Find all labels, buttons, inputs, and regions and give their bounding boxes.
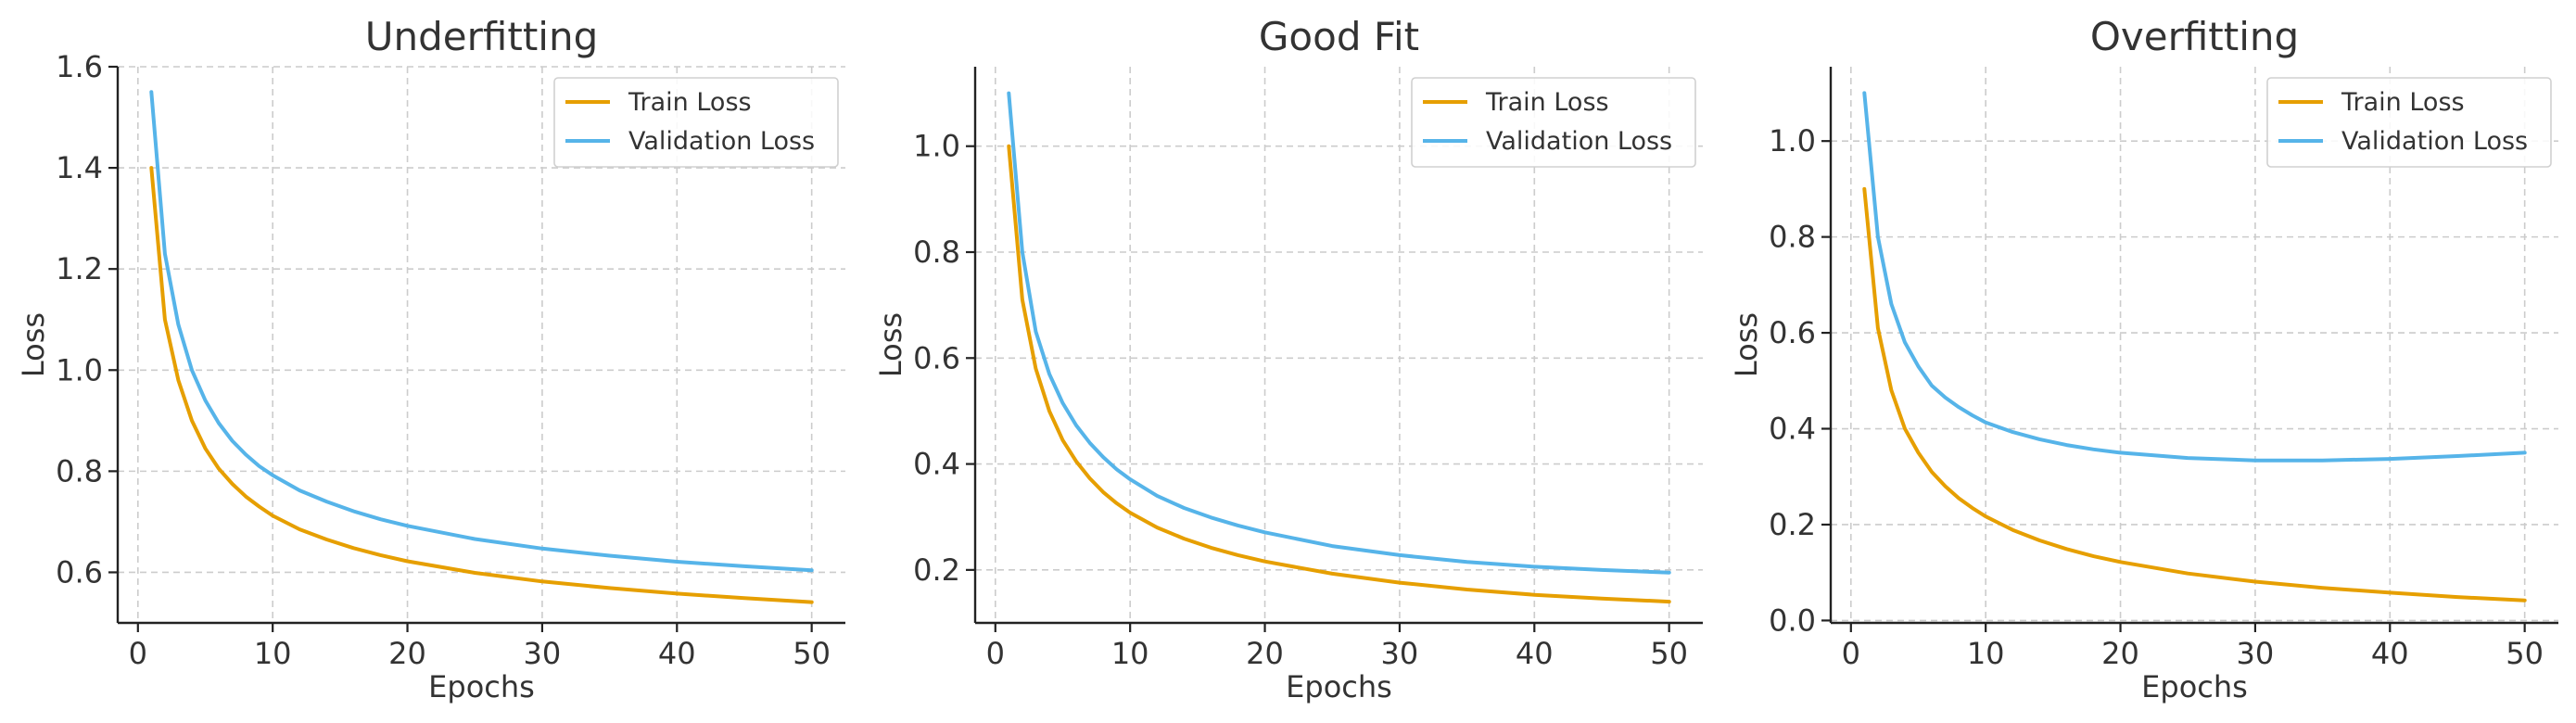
chart-title: Underfitting [365, 14, 598, 59]
y-tick-label: 0.2 [1769, 507, 1816, 542]
x-tick-label: 40 [658, 636, 696, 671]
y-tick-label: 0.4 [913, 447, 960, 482]
x-tick-label: 10 [254, 636, 292, 671]
legend-frame [2266, 77, 2552, 168]
y-tick-label: 0.4 [1769, 412, 1816, 447]
train-loss-line [149, 166, 814, 604]
y-tick-label: 1.2 [56, 251, 103, 286]
legend-label: Train Loss [2341, 88, 2465, 117]
x-tick-label: 10 [1111, 636, 1149, 671]
y-tick-label: 0.0 [1769, 602, 1816, 638]
x-axis-label: Epochs [2141, 669, 2248, 704]
y-axis-label: Loss [16, 312, 51, 377]
x-tick-label: 10 [1967, 636, 2005, 671]
chart-title: Good Fit [1259, 14, 1419, 59]
x-tick-label: 0 [129, 636, 147, 671]
chart-title: Overfitting [2090, 14, 2299, 59]
y-tick-label: 0.6 [913, 340, 960, 375]
legend-label: Validation Loss [2341, 127, 2528, 156]
legend-label: Train Loss [628, 88, 752, 117]
y-tick-label: 0.6 [56, 554, 103, 590]
legend-label: Validation Loss [1486, 127, 1672, 156]
x-tick-label: 40 [2371, 636, 2409, 671]
x-tick-label: 20 [1246, 636, 1284, 671]
y-tick-label: 0.8 [913, 235, 960, 270]
validation-loss-line [1862, 91, 2527, 463]
y-tick-label: 0.6 [1769, 315, 1816, 350]
y-axis-label: Loss [873, 312, 908, 377]
train-loss-line [1862, 186, 2527, 602]
legend-frame [553, 77, 839, 168]
chart-panel-1: 0 10 20 30 40 50 0.6 0.8 1.0 1.2 1.4 1.6 Underfittin… [16, 14, 845, 704]
x-tick-label: 30 [2237, 636, 2275, 671]
x-tick-label: 20 [2101, 636, 2139, 671]
validation-loss-line [1007, 91, 1671, 575]
legend: Train Loss Validation Loss [2266, 77, 2552, 168]
legend: Train Loss Validation Loss [553, 77, 839, 168]
y-tick-label: 0.2 [913, 552, 960, 588]
x-tick-label: 0 [1842, 636, 1860, 671]
x-tick-label: 30 [1381, 636, 1419, 671]
y-axis-label: Loss [1729, 312, 1764, 377]
x-axis-label: Epochs [1286, 669, 1392, 704]
x-tick-label: 30 [524, 636, 562, 671]
x-tick-label: 50 [793, 636, 831, 671]
x-tick-label: 0 [986, 636, 1005, 671]
y-tick-label: 1.6 [56, 49, 103, 84]
x-axis-label: Epochs [428, 669, 535, 704]
y-tick-label: 1.4 [56, 150, 103, 185]
x-tick-label: 40 [1516, 636, 1554, 671]
x-tick-label: 50 [1650, 636, 1688, 671]
validation-loss-line [149, 90, 814, 573]
chart-panel-3: 0 10 20 30 40 50 0.0 0.2 0.4 0.6 0.8 1.0 Overfitting… [1729, 14, 2558, 704]
legend-label: Train Loss [1485, 88, 1609, 117]
y-tick-label: 1.0 [56, 352, 103, 387]
legend-frame [1411, 77, 1696, 168]
y-tick-label: 1.0 [1769, 123, 1816, 159]
chart-panel-2: 0 10 20 30 40 50 0.2 0.4 0.6 0.8 1.0 Good Fit Epochs… [873, 14, 1703, 704]
y-tick-label: 0.8 [1769, 220, 1816, 255]
legend: Train Loss Validation Loss [1411, 77, 1696, 168]
y-tick-label: 1.0 [913, 129, 960, 164]
x-tick-label: 50 [2506, 636, 2544, 671]
y-tick-label: 0.8 [56, 453, 103, 488]
x-tick-label: 20 [388, 636, 426, 671]
legend-label: Validation Loss [628, 127, 815, 156]
train-loss-line [1007, 144, 1671, 604]
